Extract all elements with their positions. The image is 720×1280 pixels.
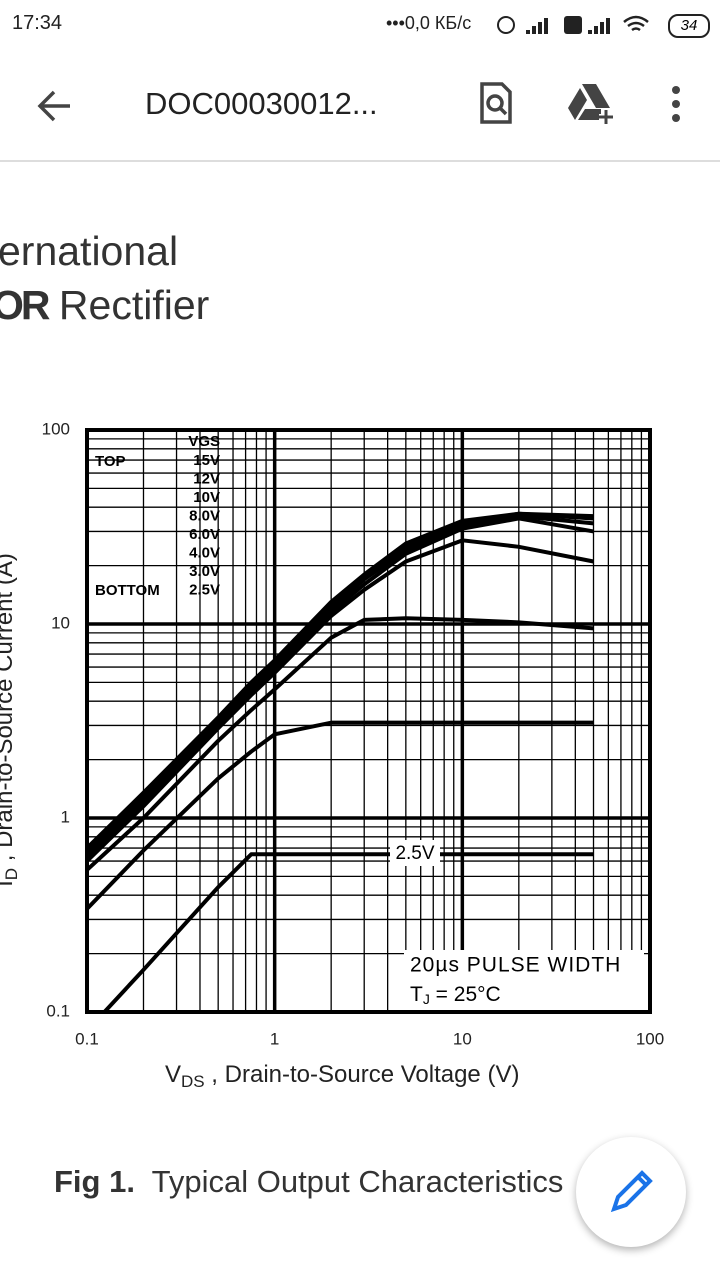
legend-entry: 3.0V <box>189 563 220 580</box>
note: TJ = 25°C <box>410 983 501 1007</box>
label-bg <box>390 840 440 866</box>
legend-title: VGS <box>188 433 220 450</box>
battery: 34 <box>668 14 710 38</box>
legend-entry: 2.5V <box>189 581 220 598</box>
status-bar: 17:34 •••0,0 КБ/с 34 <box>0 0 720 50</box>
toolbar: DOC00030012... <box>0 50 720 162</box>
x-tick-label: 10 <box>453 1029 472 1048</box>
curve <box>87 514 594 856</box>
legend-entry: 12V <box>193 470 220 487</box>
legend-entry: 10V <box>193 489 220 506</box>
legend-entry: 6.0V <box>189 526 220 543</box>
x-tick-label: 100 <box>636 1029 664 1048</box>
y-tick-label: 10 <box>51 613 70 632</box>
curve <box>87 511 594 852</box>
label-main: I <box>0 880 18 887</box>
edit-icon <box>610 1170 653 1213</box>
x-tick-label: 0.1 <box>75 1029 99 1048</box>
note-bg <box>404 950 644 1010</box>
edit-fab[interactable] <box>576 1137 686 1247</box>
caption-label: Fig 1. <box>54 1164 135 1199</box>
label-sub: DS <box>181 1072 205 1091</box>
network-speed: •••0,0 КБ/с <box>386 13 472 33</box>
label-rest: , Drain-to-Source Current (A) <box>0 553 18 868</box>
x-tick-label: 1 <box>270 1029 279 1048</box>
x-axis-label: VDS , Drain-to-Source Voltage (V) <box>165 1061 519 1091</box>
back-button[interactable] <box>36 86 76 126</box>
label-sub: D <box>2 868 21 880</box>
curve <box>101 852 594 1012</box>
y-tick-label: 1 <box>61 807 70 826</box>
status-icons <box>497 15 649 34</box>
curve-label: 2.5V <box>395 843 434 864</box>
y-tick-label: 0.1 <box>46 1001 70 1020</box>
logo-text: Rectifier <box>58 282 210 328</box>
legend-entry: 8.0V <box>189 507 220 524</box>
menu-button[interactable] <box>668 84 684 124</box>
drive-button[interactable] <box>568 82 618 124</box>
note-part: = 25°C <box>430 983 501 1006</box>
curve <box>87 720 594 911</box>
caption-text: Typical Output Characteristics <box>151 1164 564 1199</box>
logo-mark: OR <box>0 282 50 328</box>
curve <box>87 616 594 872</box>
legend-entry: 4.0V <box>189 544 220 561</box>
document-title: DOC00030012... <box>145 86 378 121</box>
label-main: V <box>165 1061 181 1088</box>
curve <box>87 538 594 863</box>
curve <box>87 516 594 860</box>
legend-top: TOP <box>95 453 126 470</box>
legend-entry: 15V <box>193 452 220 469</box>
logo-line: OR Rectifier <box>0 282 209 329</box>
logo-line: ernational <box>0 228 179 274</box>
time: 17:34 <box>12 12 63 34</box>
y-axis-label: ID , Drain-to-Source Current (A) <box>0 553 21 887</box>
plot-frame <box>85 428 652 1014</box>
caption: Fig 1. Typical Output Characteristics <box>54 1164 563 1200</box>
legend-bottom: BOTTOM <box>95 582 160 599</box>
search-button[interactable] <box>478 82 514 124</box>
note: 20µs PULSE WIDTH <box>410 954 621 977</box>
note-part: T <box>410 983 423 1006</box>
note-sub: J <box>423 991 430 1007</box>
label-rest: , Drain-to-Source Voltage (V) <box>205 1061 520 1088</box>
y-tick-label: 100 <box>42 419 70 438</box>
